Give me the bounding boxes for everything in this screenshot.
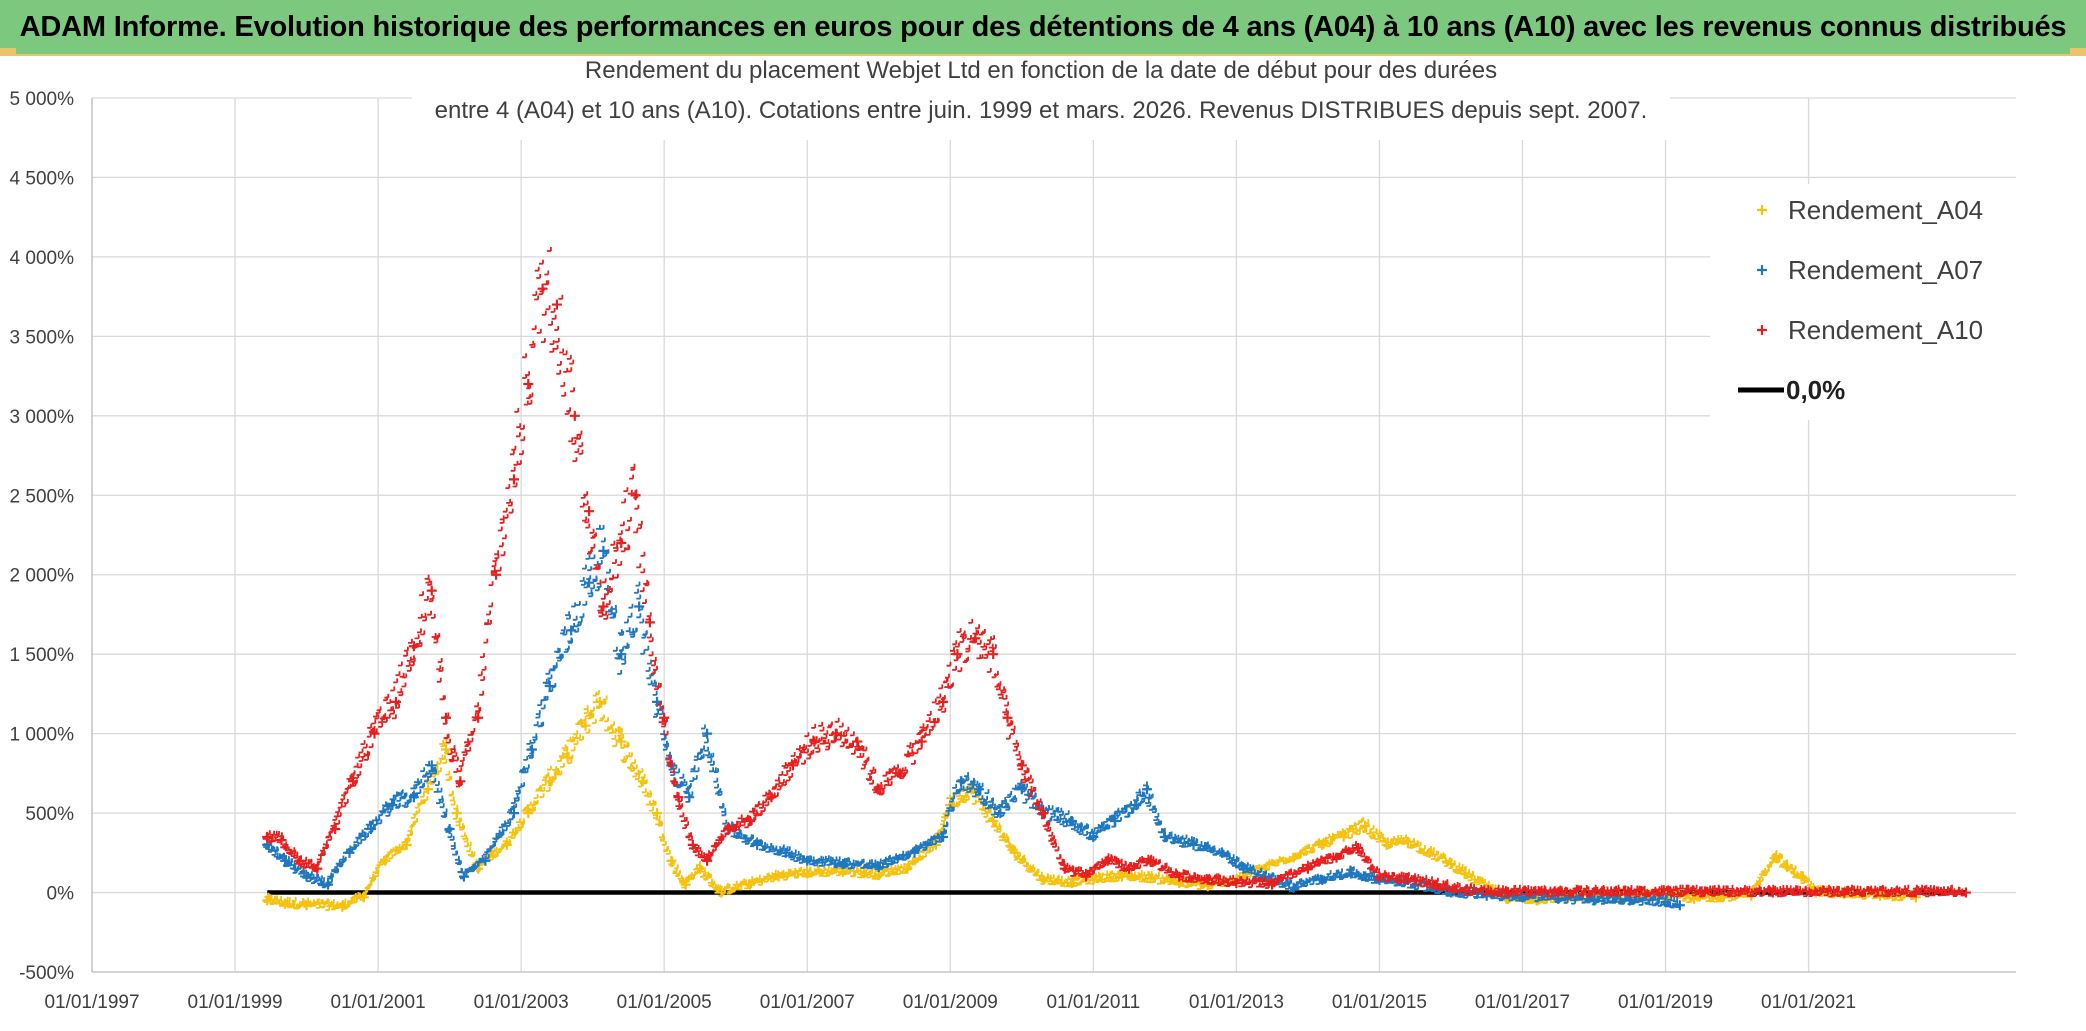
- y-tick-label: 4 000%: [10, 248, 75, 269]
- x-tick-label: 01/01/2017: [1475, 992, 1570, 1013]
- chart-title-group: Rendement du placement Webjet Ltd en fon…: [412, 57, 1670, 140]
- banner-accent-left: [0, 48, 16, 56]
- performance-chart: -500% 0% 500% 1 000% 1 500% 2 000% 2 500% 3 000…: [10, 57, 2018, 1013]
- y-tick-label: 500%: [25, 804, 74, 825]
- report-title: ADAM Informe. Evolution historique des p…: [19, 10, 2067, 43]
- data-point: [423, 784, 434, 795]
- chart-legend: Rendement_A04 Rendement_A07 Rendement_A10 0…: [1710, 184, 2018, 420]
- y-tick-label: 2 000%: [10, 566, 75, 587]
- x-tick-label: 01/01/2005: [617, 992, 712, 1013]
- data-point: [598, 601, 609, 612]
- data-point: [523, 379, 534, 390]
- x-tick-label: 01/01/2009: [903, 992, 998, 1013]
- chart-title-line: entre 4 (A04) et 10 ans (A10). Cotations…: [435, 97, 1648, 124]
- y-tick-label: 3 500%: [10, 327, 75, 348]
- y-tick-label: 1 500%: [10, 645, 75, 666]
- legend-label: Rendement_A04: [1788, 195, 1983, 225]
- data-point: [508, 474, 519, 485]
- x-tick-label: 01/01/2007: [760, 992, 855, 1013]
- x-tick-label: 01/01/2003: [474, 992, 569, 1013]
- banner-accent-right: [2070, 48, 2086, 56]
- chart-title-background: [412, 58, 1670, 140]
- y-tick-label: 5 000%: [10, 89, 75, 110]
- x-tick-label: 01/01/2011: [1046, 992, 1140, 1013]
- legend-background: [1710, 184, 2018, 420]
- axis-layer: -500% 0% 500% 1 000% 1 500% 2 000% 2 500% 3 000…: [10, 89, 2016, 1013]
- series-point-cloud: [263, 524, 1681, 909]
- y-tick-label: 2 500%: [10, 486, 75, 507]
- legend-label: Rendement_A07: [1788, 255, 1983, 285]
- legend-swatch-Rendement_A10: [1757, 325, 1767, 335]
- y-tick-label: 0%: [47, 884, 75, 905]
- legend-label: Rendement_A10: [1788, 315, 1983, 345]
- x-tick-label: 01/01/2015: [1332, 992, 1427, 1013]
- legend-label: 0,0%: [1786, 375, 1845, 405]
- y-tick-label: 4 500%: [10, 168, 75, 189]
- y-tick-label: 3 000%: [10, 407, 75, 428]
- data-point: [630, 490, 641, 501]
- series-point-cloud: [262, 247, 1967, 898]
- series-layer: [262, 247, 1971, 912]
- x-tick-label: 01/01/2021: [1761, 992, 1856, 1013]
- report-banner: ADAM Informe. Evolution historique des p…: [0, 0, 2086, 56]
- series-Rendement_A07: [262, 524, 1685, 911]
- y-tick-label: -500%: [19, 963, 74, 984]
- legend-swatch-Rendement_A07: [1757, 265, 1767, 275]
- data-point: [584, 506, 595, 517]
- x-tick-label: 01/01/2013: [1189, 992, 1284, 1013]
- x-tick-label: 01/01/1999: [188, 992, 283, 1013]
- legend-swatch-Rendement_A04: [1757, 205, 1767, 215]
- series-Rendement_A04: [262, 690, 1921, 912]
- data-point: [569, 410, 580, 421]
- series-Rendement_A10: [262, 247, 1971, 898]
- x-tick-label: 01/01/2001: [331, 992, 426, 1013]
- x-tick-label: 01/01/2019: [1618, 992, 1713, 1013]
- data-point: [426, 585, 437, 596]
- y-tick-label: 1 000%: [10, 725, 75, 746]
- chart-title-line: Rendement du placement Webjet Ltd en fon…: [585, 57, 1497, 84]
- x-tick-label: 01/01/1997: [44, 992, 139, 1013]
- data-point: [491, 569, 502, 580]
- data-point: [551, 299, 562, 310]
